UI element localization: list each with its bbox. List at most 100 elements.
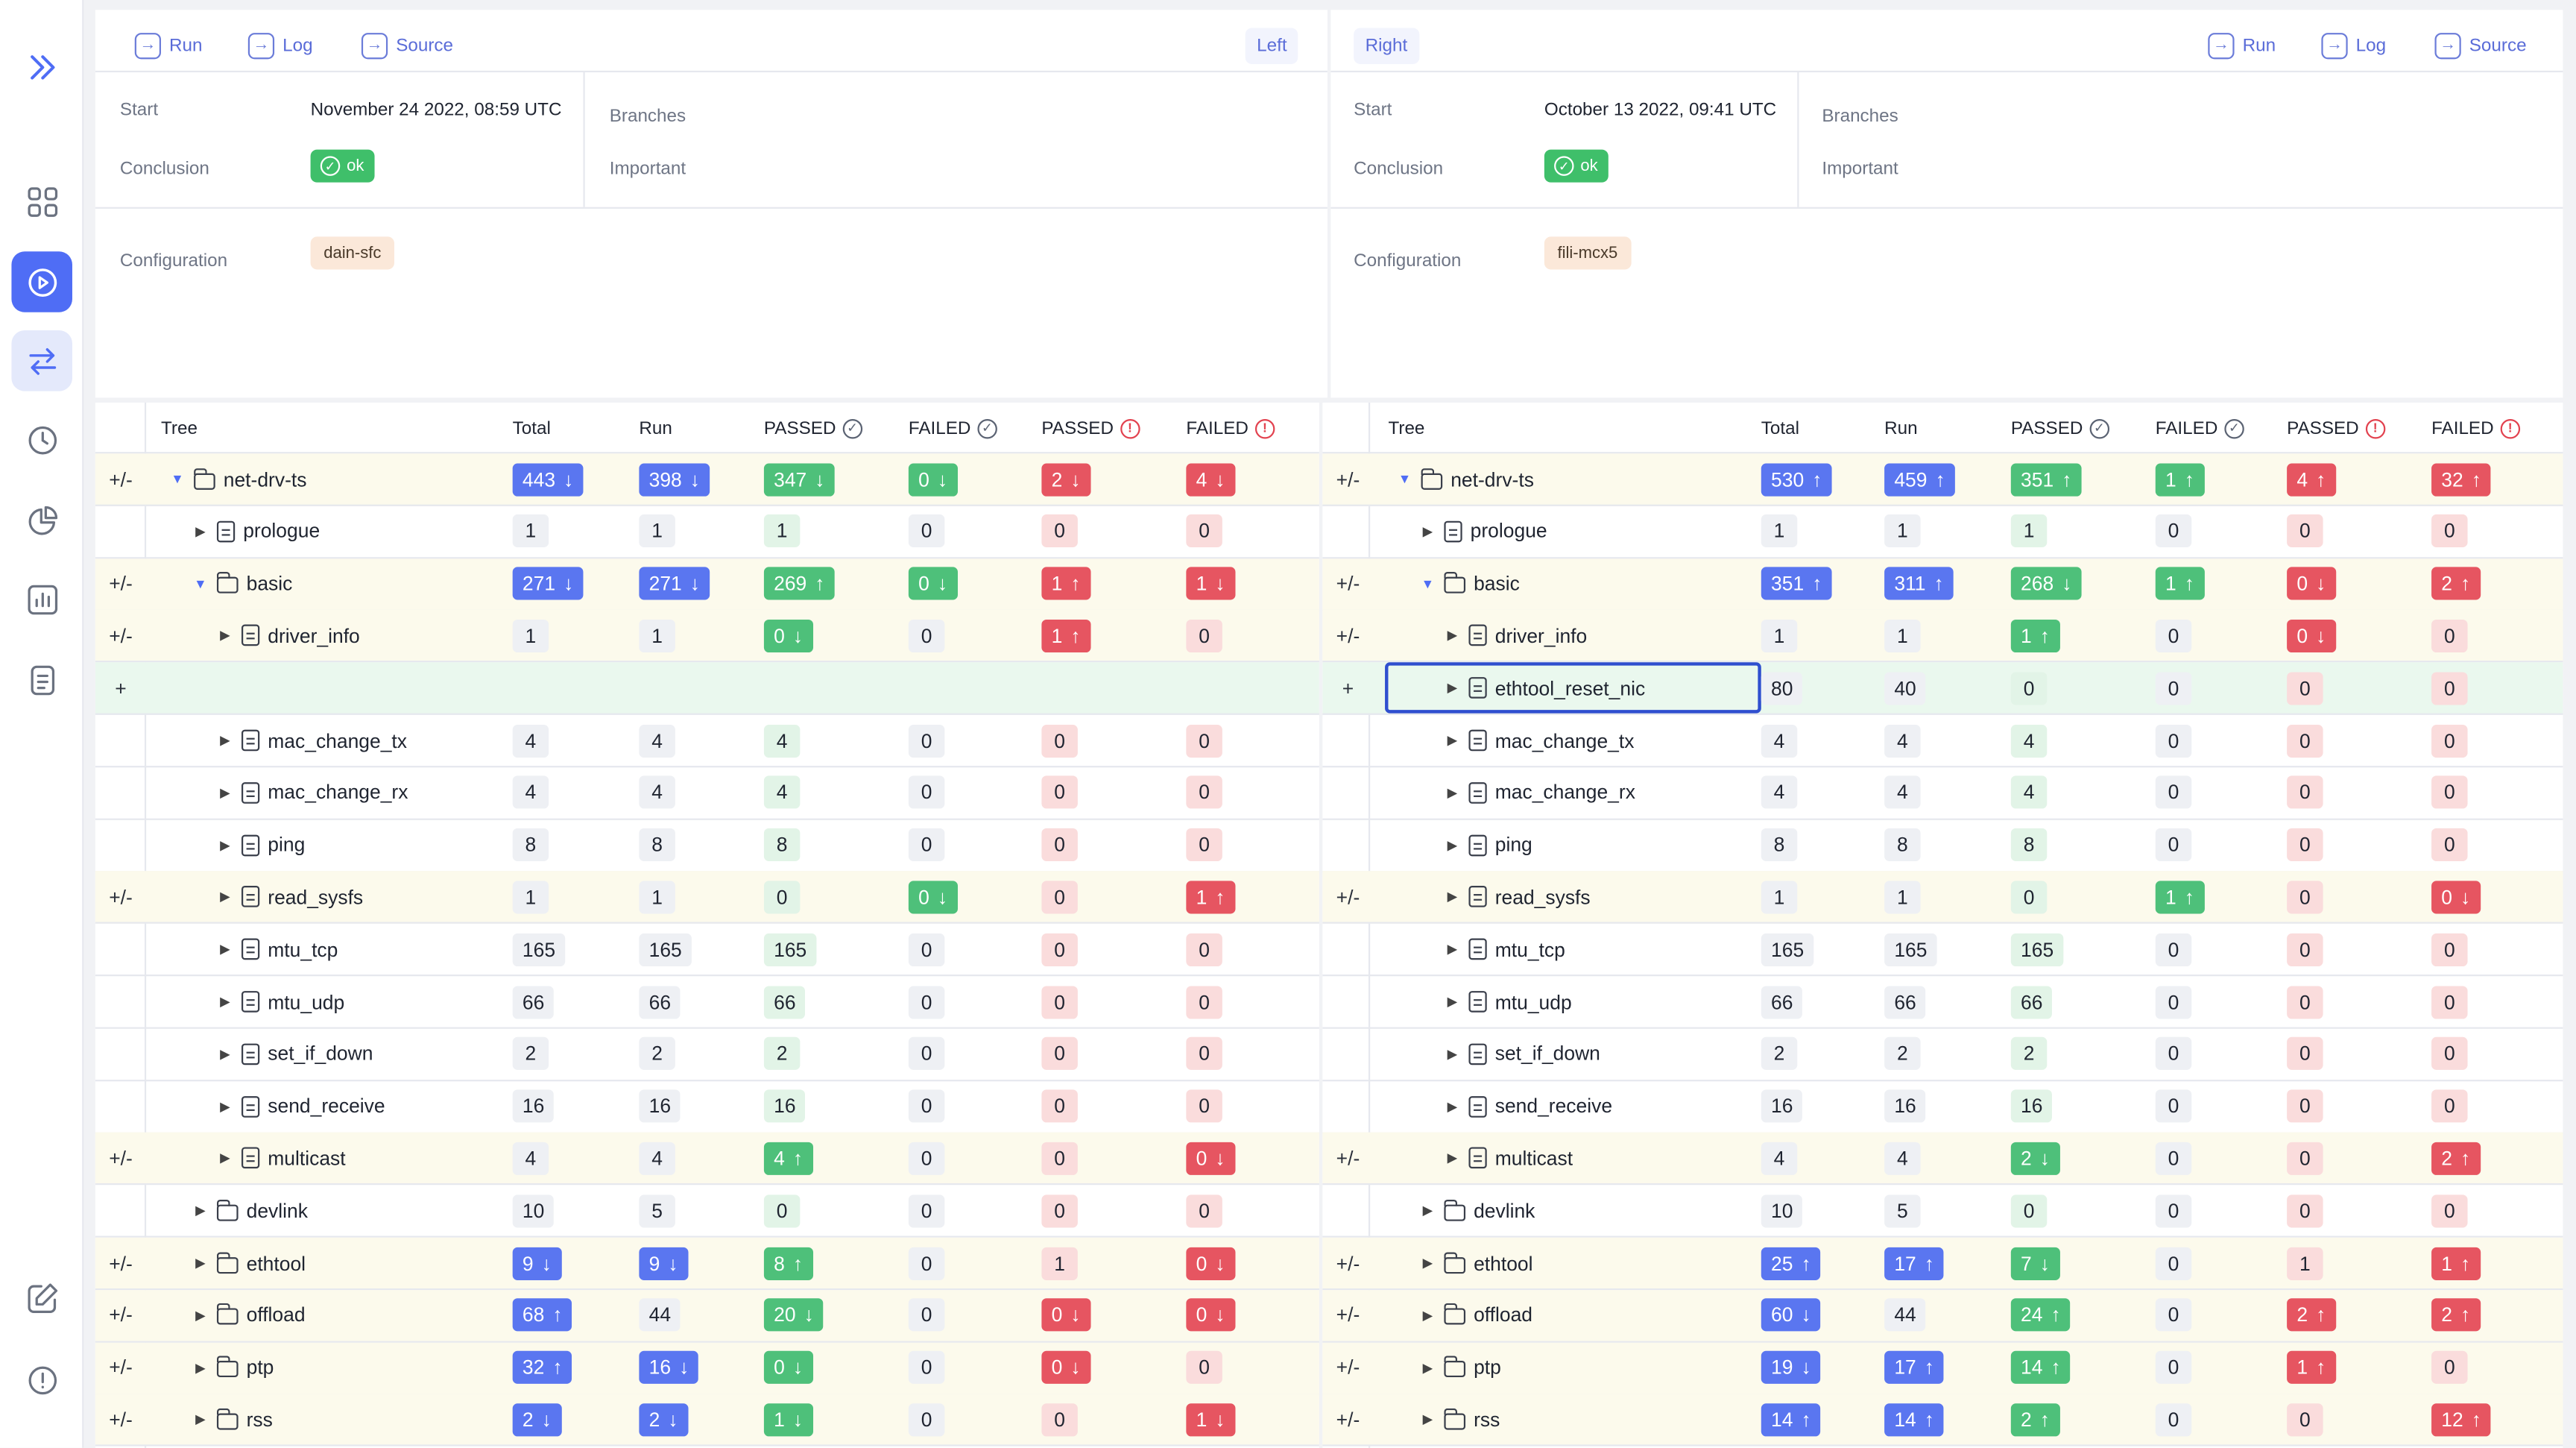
caret-right-icon[interactable]: ▶ (220, 733, 230, 748)
tree-node[interactable]: ▶ mac_change_rx (1442, 767, 1635, 818)
sidebar-item-compare[interactable] (11, 330, 72, 391)
column-failed-unexpected[interactable]: FAILED! (1186, 419, 1275, 439)
right-run-button[interactable]: → Run (2201, 28, 2282, 63)
count-badge[interactable]: 2 ↓ (512, 1403, 562, 1437)
tree-node[interactable]: ▶ driver_info (215, 611, 360, 661)
sidebar-item-history[interactable] (11, 409, 72, 470)
caret-right-icon[interactable]: ▶ (1447, 680, 1458, 696)
tree-node[interactable]: ▶ send_receive (1442, 1080, 1612, 1131)
tree-node[interactable]: ▶ devlink (191, 1186, 308, 1236)
caret-right-icon[interactable]: ▶ (1422, 1255, 1433, 1271)
column-run[interactable]: Run (1884, 419, 1918, 439)
caret-right-icon[interactable]: ▶ (1447, 890, 1458, 905)
table-row[interactable]: +/- ▼ net-drv-ts 530 ↑ 459 ↑ 351 ↑ 1 ↑ 4 ↑ 32 ↑ (1322, 453, 2563, 506)
count-badge[interactable]: 14 ↑ (2010, 1350, 2071, 1385)
caret-right-icon[interactable]: ▶ (220, 890, 230, 905)
count-badge[interactable]: 2 ↑ (2431, 567, 2481, 600)
caret-down-icon[interactable]: ▼ (194, 576, 207, 591)
tree-node[interactable]: ▶ mtu_udp (1442, 976, 1572, 1027)
tree-node[interactable]: ▼ net-drv-ts (1395, 453, 1534, 504)
count-badge[interactable]: 9 ↓ (512, 1246, 562, 1279)
column-run[interactable]: Run (639, 419, 672, 439)
count-badge[interactable]: 1 ↓ (1186, 1403, 1235, 1437)
count-badge[interactable]: 347 ↓ (763, 462, 835, 496)
caret-right-icon[interactable]: ▶ (220, 628, 230, 643)
column-passed-expected[interactable]: PASSED ✓ (2011, 419, 2109, 439)
count-badge[interactable]: 0 ↓ (908, 881, 958, 914)
table-row[interactable]: +/- ▶ ethtool 25 ↑ 17 ↑ 7 ↓ 0 1 1 ↑ (1322, 1237, 2563, 1291)
count-badge[interactable]: 1 ↑ (2155, 462, 2205, 496)
count-badge[interactable]: 60 ↓ (1761, 1298, 1821, 1332)
count-badge[interactable]: 1 ↑ (1041, 619, 1090, 652)
configuration-badge[interactable]: dain-sfc (310, 236, 395, 270)
count-badge[interactable]: 19 ↓ (1761, 1350, 1821, 1385)
count-badge[interactable]: 1 ↓ (763, 1403, 813, 1437)
caret-right-icon[interactable]: ▶ (1447, 628, 1458, 643)
caret-right-icon[interactable]: ▶ (195, 1255, 206, 1271)
count-badge[interactable]: 1 ↑ (1186, 881, 1235, 914)
count-badge[interactable]: 351 ↑ (1761, 567, 1832, 600)
caret-right-icon[interactable]: ▶ (220, 1046, 230, 1062)
caret-right-icon[interactable]: ▶ (1447, 942, 1458, 957)
count-badge[interactable]: 530 ↑ (1761, 462, 1832, 496)
caret-right-icon[interactable]: ▶ (1422, 1203, 1433, 1218)
count-badge[interactable]: 0 ↓ (908, 567, 958, 600)
table-row[interactable]: ▶ ping 8 8 8 0 0 0 (1322, 819, 2563, 872)
tree-node[interactable]: ▶ offload (191, 1290, 306, 1341)
count-badge[interactable]: 0 ↓ (1186, 1298, 1235, 1332)
count-badge[interactable]: 0 ↓ (908, 462, 958, 496)
tree-node[interactable]: ▶ prologue (1418, 506, 1547, 556)
caret-right-icon[interactable]: ▶ (1447, 733, 1458, 748)
sidebar-item-edit[interactable] (11, 1267, 72, 1328)
caret-right-icon[interactable]: ▶ (220, 942, 230, 957)
tree-node[interactable]: ▶ ethtool_reset_nic (1442, 663, 1646, 714)
caret-right-icon[interactable]: ▶ (1447, 837, 1458, 853)
caret-right-icon[interactable]: ▶ (1447, 1098, 1458, 1114)
tree-node[interactable]: ▶ mtu_udp (215, 976, 344, 1027)
count-badge[interactable]: 2 ↑ (2287, 1298, 2336, 1332)
caret-right-icon[interactable]: ▶ (195, 1360, 206, 1375)
caret-right-icon[interactable]: ▶ (220, 1150, 230, 1166)
count-badge[interactable]: 8 ↑ (763, 1246, 813, 1279)
count-badge[interactable]: 2 ↑ (2431, 1142, 2481, 1175)
table-row[interactable]: ▶ mtu_tcp 165 165 165 0 0 0 (95, 924, 1319, 977)
count-badge[interactable]: 20 ↓ (763, 1298, 824, 1332)
right-side-label[interactable]: Right (1354, 28, 1419, 64)
tree-node[interactable]: ▶ mac_change_tx (1442, 715, 1635, 766)
right-log-button[interactable]: → Log (2315, 28, 2393, 63)
count-badge[interactable]: 68 ↑ (512, 1298, 572, 1332)
count-badge[interactable]: 17 ↑ (1884, 1350, 1945, 1385)
configuration-badge[interactable]: fili-mcx5 (1544, 236, 1631, 270)
caret-right-icon[interactable]: ▶ (195, 1412, 206, 1428)
count-badge[interactable]: 271 ↓ (512, 567, 584, 600)
count-badge[interactable]: 9 ↓ (639, 1246, 688, 1279)
column-failed-expected[interactable]: FAILED ✓ (909, 419, 997, 439)
count-badge[interactable]: 14 ↑ (1761, 1403, 1821, 1437)
count-badge[interactable]: 32 ↑ (2431, 462, 2492, 496)
left-source-button[interactable]: → Source (355, 28, 460, 63)
caret-down-icon[interactable]: ▼ (1421, 576, 1435, 591)
caret-right-icon[interactable]: ▶ (220, 837, 230, 853)
tree-node[interactable]: ▼ basic (1418, 558, 1520, 608)
caret-right-icon[interactable]: ▶ (195, 523, 206, 539)
table-row[interactable]: ▶ devlink 10 5 0 0 0 0 (1322, 1186, 2563, 1238)
left-run-button[interactable]: → Run (128, 28, 209, 63)
tree-node[interactable]: ▼ net-drv-ts (168, 453, 306, 504)
tree-node[interactable]: ▶ ptp (1418, 1342, 1501, 1393)
caret-down-icon[interactable]: ▼ (171, 471, 184, 487)
count-badge[interactable]: 4 ↓ (1186, 462, 1235, 496)
count-badge[interactable]: 16 ↓ (639, 1350, 699, 1385)
count-badge[interactable]: 24 ↑ (2010, 1298, 2071, 1332)
table-row[interactable]: ▶ mtu_udp 66 66 66 0 0 0 (95, 976, 1319, 1029)
count-badge[interactable]: 0 ↓ (763, 1350, 813, 1385)
column-failed-expected[interactable]: FAILED ✓ (2156, 419, 2244, 439)
table-row[interactable]: ▶ send_receive 16 16 16 0 0 0 (1322, 1080, 2563, 1133)
column-total[interactable]: Total (1761, 419, 1800, 439)
caret-right-icon[interactable]: ▶ (1447, 1150, 1458, 1166)
caret-right-icon[interactable]: ▶ (1447, 994, 1458, 1010)
tree-node[interactable]: ▶ devlink (1418, 1186, 1535, 1236)
right-source-button[interactable]: → Source (2428, 28, 2534, 63)
caret-right-icon[interactable]: ▶ (195, 1203, 206, 1218)
count-badge[interactable]: 271 ↓ (639, 567, 710, 600)
table-row[interactable]: + (95, 662, 1319, 716)
